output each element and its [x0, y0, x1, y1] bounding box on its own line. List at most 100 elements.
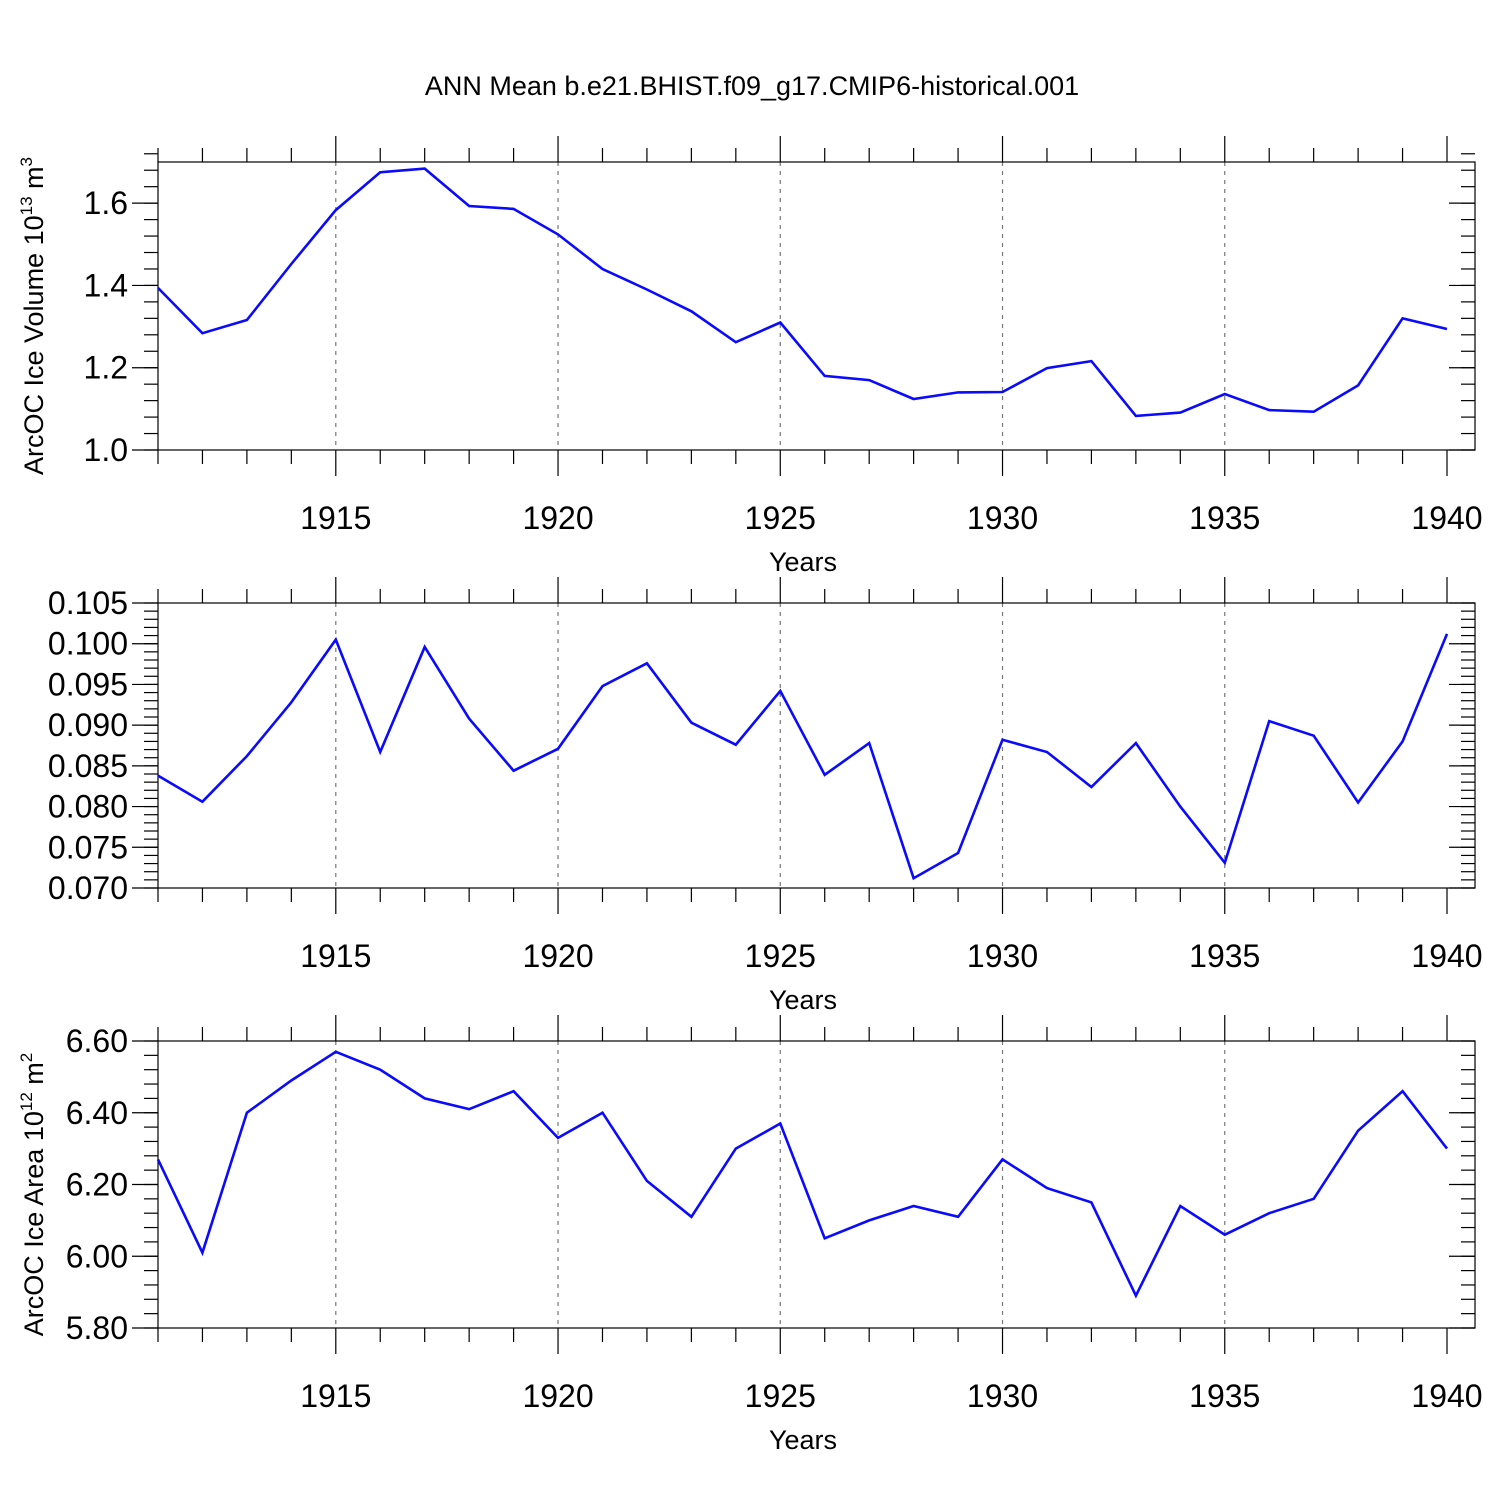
data-point — [200, 331, 204, 335]
chart-panel-volume: 1.0 1.2 1.4 1.6 1915 1920 1925 1930 1935 1940 Year… — [17, 136, 1483, 577]
y-tick-label: 0.105 — [48, 585, 128, 621]
data-point — [1001, 390, 1005, 394]
data-point — [778, 1122, 782, 1126]
data-point — [1401, 1089, 1405, 1093]
y-tick-label: 6.40 — [66, 1095, 128, 1131]
data-point — [956, 851, 960, 855]
data-point — [1312, 734, 1316, 738]
data-point — [1134, 414, 1138, 418]
data-point — [1178, 805, 1182, 809]
data-point — [467, 204, 471, 208]
x-tick-label: 1920 — [522, 1378, 593, 1414]
data-point — [156, 286, 160, 290]
data-point — [1267, 408, 1271, 412]
data-point — [289, 700, 293, 704]
y-axis-label: ArcOC Ice Area 1012 m2 — [17, 1053, 49, 1337]
data-point — [1356, 383, 1360, 387]
data-point — [1267, 719, 1271, 723]
data-point — [1089, 785, 1093, 789]
x-tick-label: 1930 — [967, 1378, 1038, 1414]
data-point — [1223, 861, 1227, 865]
data-point — [1223, 392, 1227, 396]
x-tick-label: 1940 — [1411, 1378, 1482, 1414]
data-point — [867, 378, 871, 382]
data-point — [823, 773, 827, 777]
data-point — [200, 800, 204, 804]
data-point — [600, 1111, 604, 1115]
y-tick-label: 0.075 — [48, 829, 128, 865]
data-point — [645, 661, 649, 665]
series-line-area — [156, 1050, 1449, 1299]
data-point — [867, 1218, 871, 1222]
y-tick-label: 1.2 — [84, 350, 128, 386]
data-point — [467, 1107, 471, 1111]
data-point — [823, 374, 827, 378]
series-line-thickness — [157, 633, 1449, 881]
y-tick-label: 0.100 — [48, 626, 128, 662]
data-point — [1267, 1211, 1271, 1215]
data-point — [645, 288, 649, 292]
x-tick-label: 1935 — [1189, 500, 1260, 536]
data-point — [1445, 327, 1449, 331]
x-tick-label: 1915 — [300, 500, 371, 536]
data-point — [1045, 750, 1049, 754]
data-point — [734, 1147, 738, 1151]
data-point — [512, 207, 516, 211]
data-point — [334, 1050, 338, 1054]
series-line-volume — [157, 167, 1448, 418]
y-tick-label: 1.4 — [84, 267, 128, 303]
data-point — [512, 769, 516, 773]
figure-title: ANN Mean b.e21.BHIST.f09_g17.CMIP6-histo… — [425, 71, 1079, 101]
data-point — [912, 1204, 916, 1208]
data-point — [423, 1096, 427, 1100]
data-point — [156, 774, 160, 778]
x-tick-label: 1930 — [967, 938, 1038, 974]
data-point — [912, 397, 916, 401]
x-tick-label: 1925 — [745, 500, 816, 536]
data-point — [334, 208, 338, 212]
y-tick-label: 0.095 — [48, 666, 128, 702]
data-point — [334, 638, 338, 642]
y-tick-label: 0.080 — [48, 789, 128, 825]
data-point — [1223, 1233, 1227, 1237]
data-point — [956, 390, 960, 394]
data-point — [1356, 1129, 1360, 1133]
data-point — [1312, 1197, 1316, 1201]
data-point — [734, 340, 738, 344]
y-tick-label: 1.6 — [84, 185, 128, 221]
x-axis-label: Years — [769, 985, 837, 1015]
x-tick-label: 1915 — [300, 938, 371, 974]
plot-frame — [157, 161, 1476, 451]
data-point — [867, 741, 871, 745]
y-tick-label: 1.0 — [84, 432, 128, 468]
x-tick-label: 1920 — [522, 938, 593, 974]
y-tick-label: 6.00 — [66, 1238, 128, 1274]
plot-frame — [157, 602, 1476, 889]
x-tick-label: 1940 — [1411, 938, 1482, 974]
x-tick-label: 1925 — [745, 938, 816, 974]
data-point — [778, 320, 782, 324]
data-point — [200, 1251, 204, 1255]
data-point — [600, 684, 604, 688]
y-tick-label: 0.085 — [48, 748, 128, 784]
data-point — [378, 170, 382, 174]
data-point — [1089, 359, 1093, 363]
data-point — [1401, 739, 1405, 743]
data-point — [423, 645, 427, 649]
data-point — [1134, 1294, 1138, 1298]
x-axis-label: Years — [769, 1425, 837, 1455]
data-point — [689, 1215, 693, 1219]
y-tick-label: 0.090 — [48, 707, 128, 743]
data-point — [1045, 1186, 1049, 1190]
data-point — [512, 1089, 516, 1093]
data-point — [1001, 1157, 1005, 1161]
data-point — [823, 1236, 827, 1240]
data-point — [778, 689, 782, 693]
data-point — [1178, 1204, 1182, 1208]
data-point — [423, 167, 427, 171]
data-point — [689, 721, 693, 725]
data-point — [912, 876, 916, 880]
data-point — [1134, 741, 1138, 745]
plot-frame — [157, 1040, 1476, 1329]
